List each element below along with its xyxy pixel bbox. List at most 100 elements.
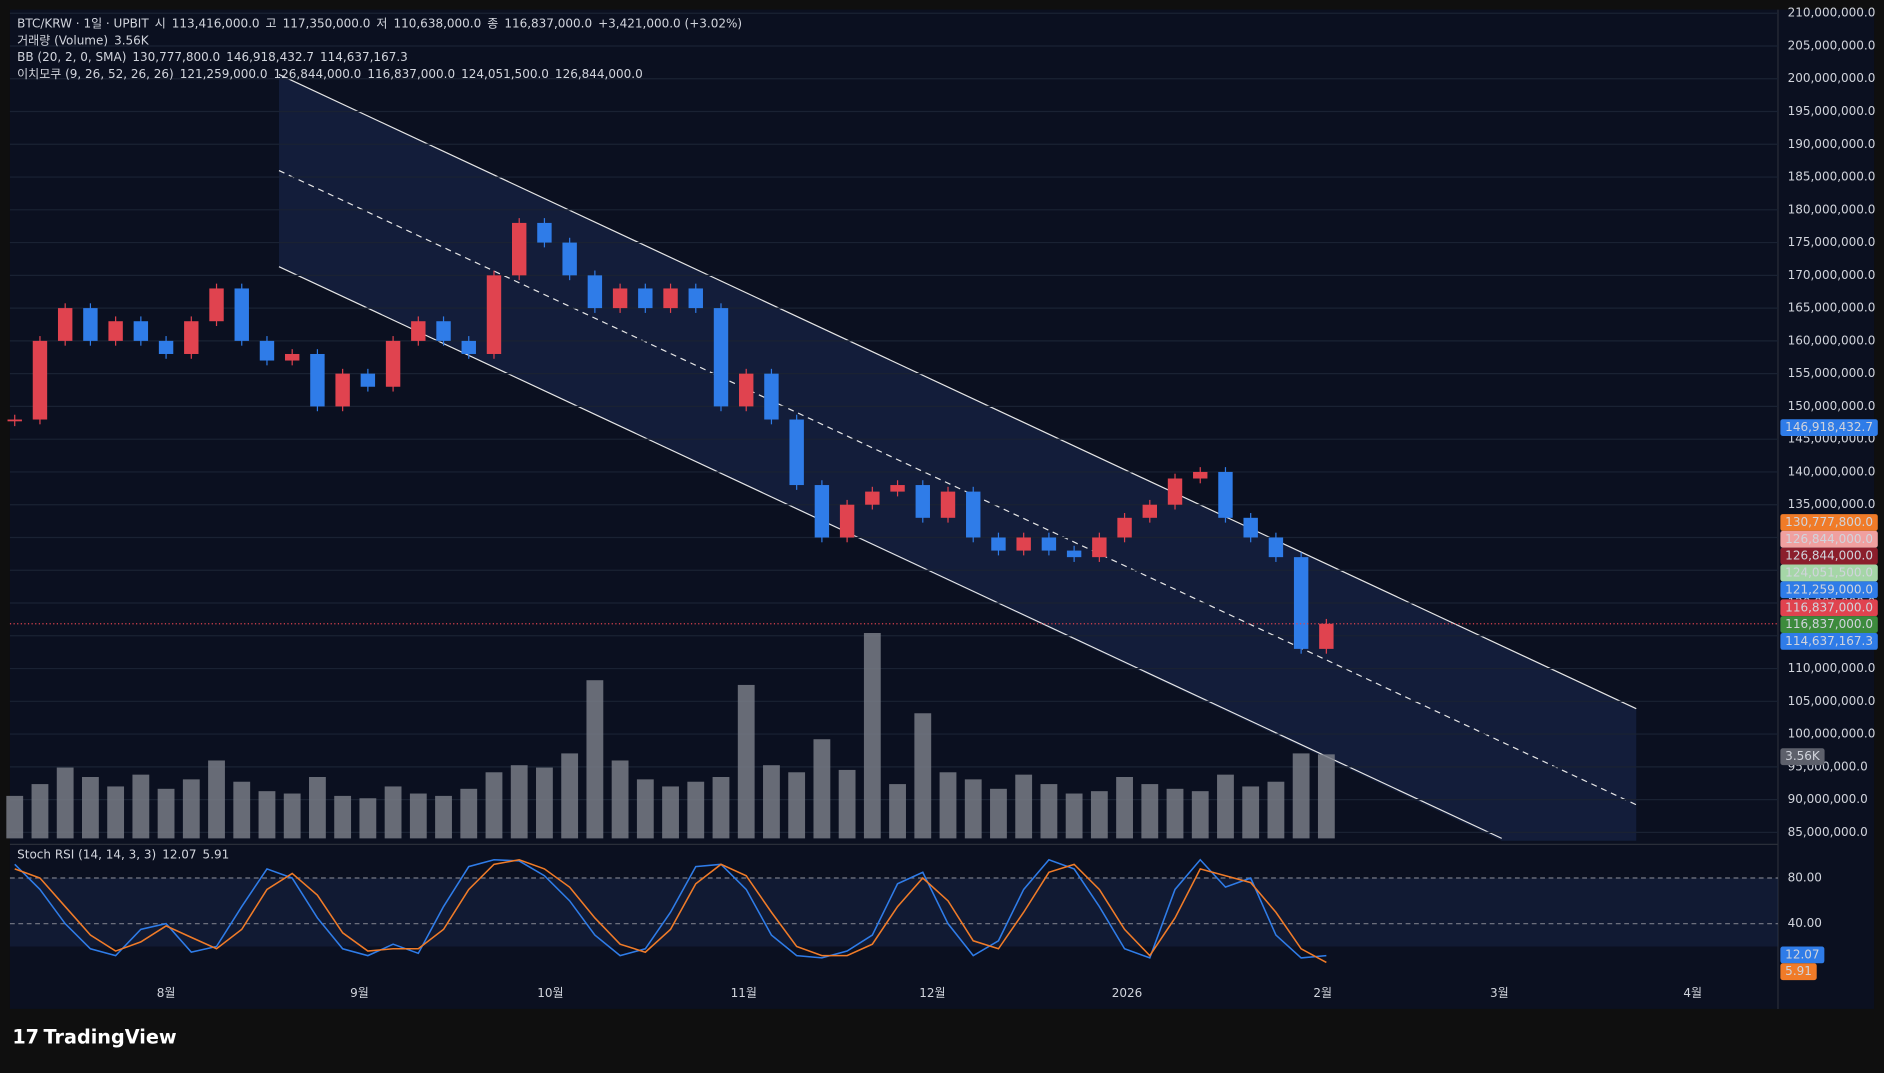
legend-text: 114,637,167.3 xyxy=(320,50,408,64)
brand-logo: 17 xyxy=(12,1025,39,1048)
volume-bar xyxy=(132,774,150,839)
candle xyxy=(1193,471,1208,479)
legend-text: +3,421,000.0 (+3.02%) xyxy=(598,17,742,31)
candle xyxy=(537,222,552,243)
candle xyxy=(713,308,729,407)
y-tick-label: 140,000,000.0 xyxy=(1788,464,1876,478)
x-tick-label: 4월 xyxy=(1683,986,1702,1000)
candle xyxy=(1117,517,1132,538)
candle xyxy=(865,491,880,505)
candle xyxy=(1016,537,1031,551)
volume-bar xyxy=(889,784,906,839)
x-tick-label: 2월 xyxy=(1313,986,1332,1000)
volume-bar xyxy=(1141,784,1159,839)
candle xyxy=(385,340,401,387)
volume-bar xyxy=(435,795,452,839)
volume-bar xyxy=(536,767,553,839)
volume-bar xyxy=(485,772,503,839)
price-tag xyxy=(1780,748,1825,766)
legend-text: 113,416,000.0 xyxy=(172,17,260,31)
price-tag-label: 146,918,432.7 xyxy=(1785,420,1873,434)
y-tick-label: 105,000,000.0 xyxy=(1788,694,1876,708)
candle xyxy=(1041,537,1057,551)
volume-bar xyxy=(611,760,629,839)
volume-bar xyxy=(384,786,402,839)
candle xyxy=(184,321,199,354)
candle xyxy=(310,353,325,407)
candle xyxy=(108,321,123,341)
candle xyxy=(436,321,451,341)
legend-text: 121,259,000.0 xyxy=(180,67,268,81)
candle xyxy=(486,275,502,354)
candle xyxy=(814,485,830,538)
price-tag xyxy=(1780,963,1817,981)
price-tag xyxy=(1780,946,1825,964)
candle xyxy=(1167,478,1183,505)
y-tick-label: 150,000,000.0 xyxy=(1788,399,1876,413)
y-tick-label: 205,000,000.0 xyxy=(1788,38,1876,52)
volume-bar xyxy=(561,753,579,839)
candle xyxy=(1293,557,1309,649)
x-tick-label: 8월 xyxy=(157,986,176,1000)
price-tag-label: 121,259,000.0 xyxy=(1785,582,1873,596)
candle xyxy=(915,485,930,518)
volume-bar xyxy=(788,772,806,839)
candle xyxy=(966,491,981,538)
candle xyxy=(411,321,426,341)
legend-text: 116,837,000.0 xyxy=(504,17,592,31)
volume-bar xyxy=(737,684,755,839)
candle xyxy=(1243,517,1258,538)
volume-bar xyxy=(107,786,125,839)
x-tick-label: 12월 xyxy=(919,986,945,1000)
legend-text: 시 xyxy=(155,17,166,31)
candle xyxy=(57,308,73,341)
candle xyxy=(209,288,224,322)
candle xyxy=(1142,504,1158,518)
volume-bar xyxy=(409,793,427,839)
y-tick-label: 200,000,000.0 xyxy=(1788,71,1876,85)
volume-bar xyxy=(1317,754,1335,839)
y-tick-label: 110,000,000.0 xyxy=(1788,661,1876,675)
candle xyxy=(32,340,48,420)
legend-text: 126,844,000.0 xyxy=(555,67,643,81)
x-tick-label: 11월 xyxy=(731,986,757,1000)
candle xyxy=(562,242,577,276)
volume-bar xyxy=(283,793,301,839)
volume-bar xyxy=(813,739,831,839)
legend-text: 110,638,000.0 xyxy=(393,17,481,31)
volume-bar xyxy=(1267,781,1285,839)
y-tick-label: 135,000,000.0 xyxy=(1788,497,1876,511)
y-tick-label: 210,000,000.0 xyxy=(1788,6,1876,20)
volume-bar xyxy=(1090,791,1108,839)
candle xyxy=(83,308,98,341)
volume-bar xyxy=(1292,753,1310,839)
legend-text: 124,051,500.0 xyxy=(461,67,549,81)
candle xyxy=(890,485,905,492)
candle xyxy=(940,491,956,518)
price-tag-label: 116,837,000.0 xyxy=(1785,600,1873,614)
y-tick-label: 195,000,000.0 xyxy=(1788,104,1876,118)
candle xyxy=(612,288,628,309)
volume-bar xyxy=(939,772,957,839)
legend-text: 126,844,000.0 xyxy=(274,67,362,81)
channel-bottom xyxy=(278,266,1502,839)
candle xyxy=(1319,623,1334,649)
brand: TradingView xyxy=(44,1025,177,1048)
x-tick-label: 3월 xyxy=(1490,986,1509,1000)
volume-bar xyxy=(81,777,99,839)
price-tag xyxy=(1780,530,1878,548)
legend-text: 종 xyxy=(487,17,498,31)
price-tag-label: 126,844,000.0 xyxy=(1785,532,1873,546)
legend-text: 116,837,000.0 xyxy=(367,67,455,81)
candle xyxy=(1218,471,1233,518)
candle xyxy=(284,353,300,361)
y-tick-label: 85,000,000.0 xyxy=(1788,825,1868,839)
legend-text: 3.56K xyxy=(114,33,150,47)
legend-text: 이치모쿠 (9, 26, 52, 26, 26) xyxy=(17,67,174,81)
y-tick-label: 155,000,000.0 xyxy=(1788,366,1876,380)
candle xyxy=(133,321,149,341)
candle xyxy=(360,373,376,387)
volume-bar xyxy=(763,765,780,839)
volume-bar xyxy=(1242,786,1260,839)
volume-bar xyxy=(964,779,982,839)
